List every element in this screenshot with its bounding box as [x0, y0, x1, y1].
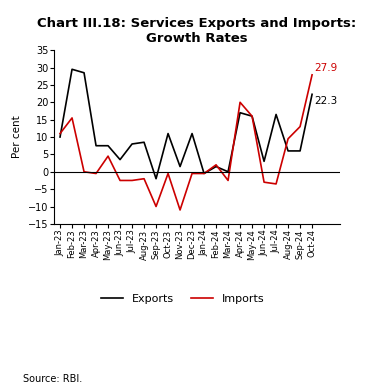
Imports	[118, 178, 122, 183]
Imports	[106, 154, 110, 158]
Exports	[310, 92, 314, 96]
Imports	[130, 178, 134, 183]
Imports	[82, 169, 86, 174]
Exports	[274, 112, 278, 117]
Text: 27.9: 27.9	[315, 63, 338, 73]
Exports	[130, 142, 134, 146]
Exports	[286, 149, 290, 153]
Imports	[70, 116, 74, 120]
Imports	[202, 171, 207, 176]
Exports	[82, 70, 86, 75]
Imports	[58, 131, 63, 136]
Imports	[262, 180, 266, 185]
Exports	[250, 114, 254, 119]
Imports	[178, 208, 182, 212]
Exports	[262, 159, 266, 164]
Exports	[298, 149, 302, 153]
Exports	[226, 169, 230, 174]
Exports	[214, 164, 218, 169]
Imports	[238, 100, 242, 105]
Imports	[274, 182, 278, 186]
Legend: Exports, Imports: Exports, Imports	[96, 290, 269, 309]
Imports	[286, 136, 290, 141]
Imports	[190, 171, 195, 176]
Imports	[142, 176, 146, 181]
Exports	[178, 164, 182, 169]
Imports	[94, 171, 98, 176]
Exports	[190, 131, 195, 136]
Text: 22.3: 22.3	[315, 96, 338, 106]
Imports	[310, 73, 314, 77]
Imports	[226, 178, 230, 183]
Line: Imports: Imports	[60, 75, 312, 210]
Text: Source: RBI.: Source: RBI.	[23, 374, 82, 384]
Y-axis label: Per cent: Per cent	[12, 116, 22, 158]
Exports	[94, 143, 98, 148]
Imports	[250, 114, 254, 119]
Exports	[142, 140, 146, 145]
Imports	[298, 124, 302, 129]
Exports	[166, 131, 170, 136]
Title: Chart III.18: Services Exports and Imports:
Growth Rates: Chart III.18: Services Exports and Impor…	[37, 17, 357, 45]
Exports	[238, 110, 242, 115]
Exports	[106, 143, 110, 148]
Exports	[154, 176, 158, 181]
Imports	[214, 163, 218, 167]
Exports	[118, 157, 122, 162]
Imports	[166, 171, 170, 176]
Exports	[70, 67, 74, 72]
Line: Exports: Exports	[60, 69, 312, 179]
Imports	[154, 204, 158, 209]
Exports	[58, 135, 63, 139]
Exports	[202, 171, 207, 176]
